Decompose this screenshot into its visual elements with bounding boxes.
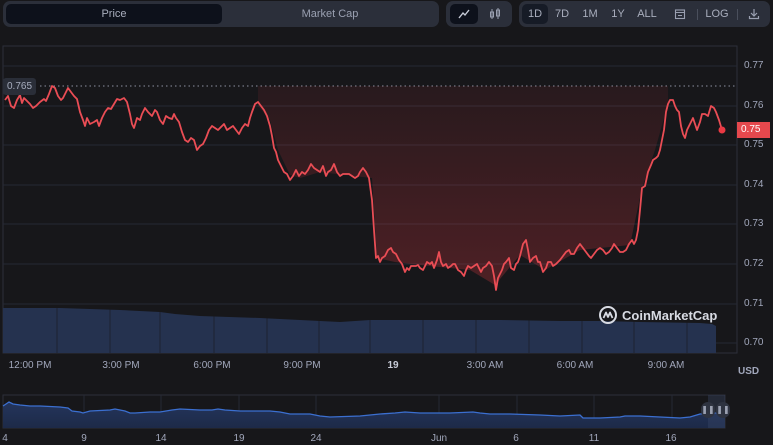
log-scale-button[interactable]: LOG [705, 8, 729, 20]
x-tick: 6:00 AM [556, 360, 594, 371]
x-tick: 9:00 PM [283, 360, 321, 371]
navigator-line [2, 401, 726, 419]
navigator-tick: 16 [665, 433, 677, 444]
reference-price-label: 0.765 [3, 78, 37, 95]
brand-watermark: CoinMarketCap [598, 305, 717, 325]
price-marketcap-toggle: Price Market Cap [3, 1, 439, 27]
navigator-tick: 11 [588, 433, 600, 444]
navigator-tick: Jun [430, 433, 448, 444]
brand-name: CoinMarketCap [622, 307, 718, 323]
navigator-tick: 6 [513, 433, 519, 444]
calendar-button[interactable] [670, 4, 690, 24]
x-tick: 3:00 AM [466, 360, 504, 371]
navigator-left-handle[interactable]: ❚❚ [701, 402, 715, 418]
y-tick: 0.75 [744, 139, 764, 150]
range-1d[interactable]: 1D [522, 4, 548, 24]
x-tick: 9:00 AM [647, 360, 685, 371]
current-price-marker [718, 126, 726, 134]
range-1m[interactable]: 1M [582, 8, 598, 20]
gridlines [3, 65, 737, 344]
y-tick: 0.71 [744, 298, 764, 309]
y-tick: 0.72 [744, 258, 764, 269]
tab-price[interactable]: Price [6, 4, 222, 24]
y-tick: 0.73 [744, 218, 764, 229]
price-area-fill [258, 86, 668, 285]
range-toolbar: 1D 7D 1M 1Y ALL LOG [519, 1, 770, 27]
line-chart-button[interactable] [450, 4, 478, 24]
range-1y[interactable]: 1Y [611, 8, 625, 20]
candlestick-button[interactable] [482, 4, 508, 24]
chart-type-toggle [446, 1, 512, 27]
y-tick: 0.74 [744, 179, 764, 190]
tab-market-cap[interactable]: Market Cap [301, 8, 359, 20]
candlestick-icon [490, 8, 500, 19]
navigator-tick: 19 [233, 433, 245, 444]
navigator-tick: 14 [155, 433, 167, 444]
coinmarketcap-logo-icon [599, 306, 617, 324]
y-tick: 0.77 [744, 60, 764, 71]
download-button[interactable] [744, 4, 764, 24]
toolbar-divider [737, 9, 738, 20]
x-tick: 3:00 PM [102, 360, 140, 371]
x-tick-day: 19 [387, 360, 399, 371]
navigator[interactable] [2, 394, 726, 429]
navigator-right-handle[interactable]: ❚❚ [716, 402, 730, 418]
download-icon [748, 9, 760, 20]
y-tick: 0.76 [744, 100, 764, 111]
navigator-tick: 4 [2, 433, 8, 444]
x-tick: 12:00 PM [8, 360, 52, 371]
range-all[interactable]: ALL [637, 8, 657, 20]
calendar-icon [674, 9, 686, 20]
range-7d[interactable]: 7D [554, 8, 570, 20]
current-price-tag: 0.75 [737, 122, 770, 138]
toolbar-divider [697, 9, 698, 20]
price-line [4, 85, 723, 291]
currency-label: USD [738, 366, 760, 377]
line-chart-icon [458, 9, 470, 19]
y-tick: 0.70 [744, 337, 764, 348]
navigator-tick: 24 [310, 433, 322, 444]
x-tick: 6:00 PM [193, 360, 231, 371]
navigator-area [3, 402, 725, 428]
navigator-tick: 9 [81, 433, 87, 444]
